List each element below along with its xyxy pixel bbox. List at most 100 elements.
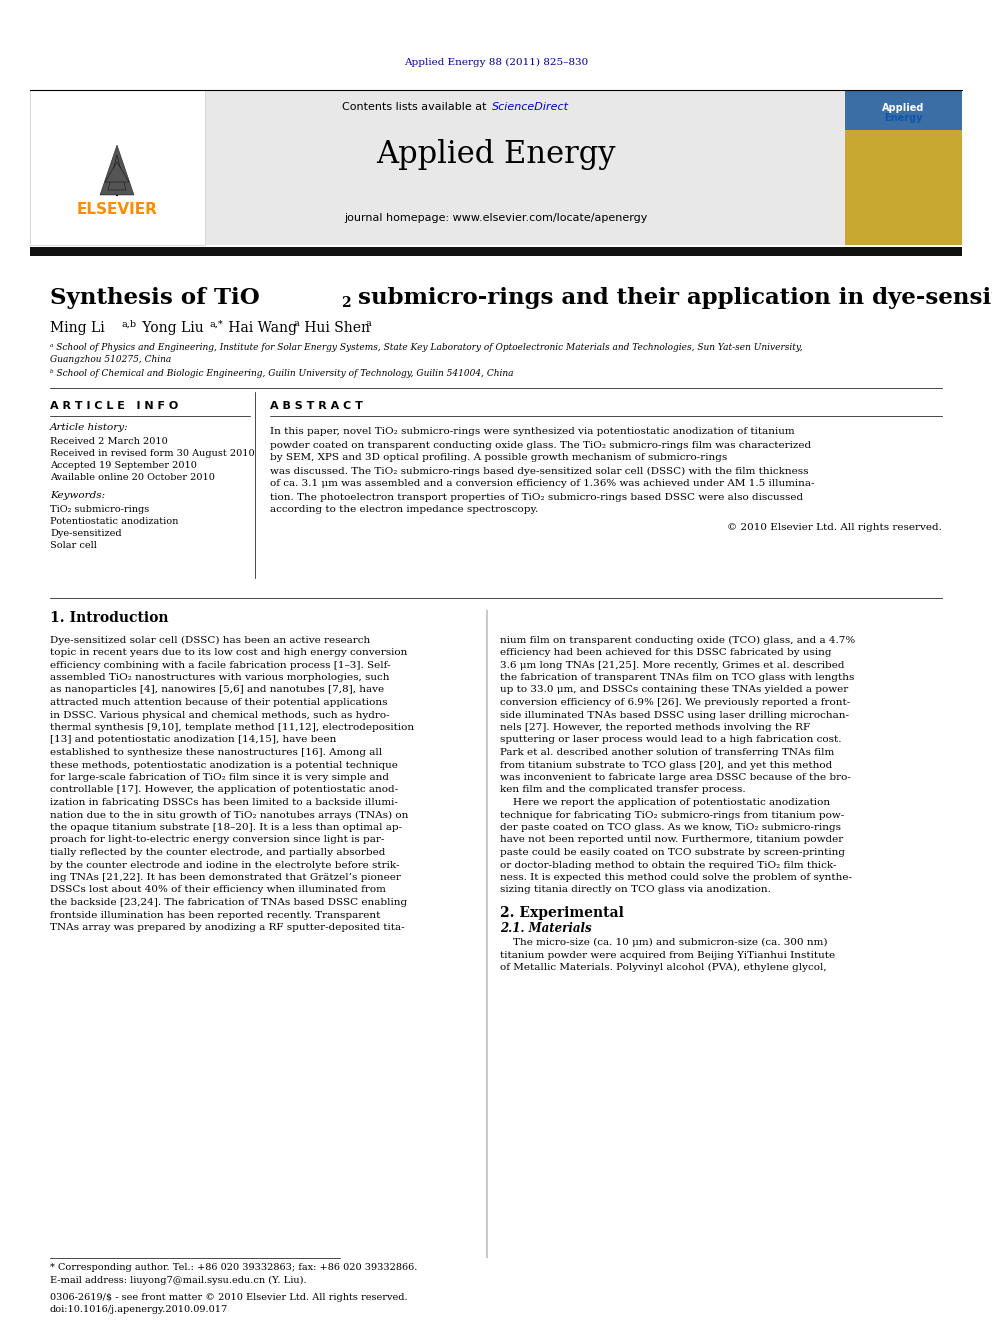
Text: doi:10.1016/j.apenergy.2010.09.017: doi:10.1016/j.apenergy.2010.09.017 (50, 1306, 228, 1315)
Text: [13] and potentiostatic anodization [14,15], have been: [13] and potentiostatic anodization [14,… (50, 736, 336, 745)
Text: the opaque titanium substrate [18–20]. It is a less than optimal ap-: the opaque titanium substrate [18–20]. I… (50, 823, 402, 832)
Text: a,b: a,b (122, 319, 137, 328)
Polygon shape (100, 146, 134, 194)
Text: 2: 2 (341, 296, 350, 310)
Text: from titanium substrate to TCO glass [20], and yet this method: from titanium substrate to TCO glass [20… (500, 761, 832, 770)
Text: Dye-sensitized solar cell (DSSC) has been an active research: Dye-sensitized solar cell (DSSC) has bee… (50, 635, 370, 644)
Text: In this paper, novel TiO₂ submicro-rings were synthesized via potentiostatic ano: In this paper, novel TiO₂ submicro-rings… (270, 427, 795, 437)
Text: ELSEVIER: ELSEVIER (76, 202, 158, 217)
FancyBboxPatch shape (845, 90, 962, 245)
Text: 2.1. Materials: 2.1. Materials (500, 922, 591, 935)
Text: Accepted 19 September 2010: Accepted 19 September 2010 (50, 460, 196, 470)
FancyBboxPatch shape (30, 90, 205, 245)
Text: paste could be easily coated on TCO substrate by screen-printing: paste could be easily coated on TCO subs… (500, 848, 845, 857)
Text: by the counter electrode and iodine in the electrolyte before strik-: by the counter electrode and iodine in t… (50, 860, 400, 869)
Text: Applied: Applied (882, 103, 925, 112)
Text: proach for light-to-electric energy conversion since light is par-: proach for light-to-electric energy conv… (50, 836, 384, 844)
Text: Applied Energy: Applied Energy (376, 139, 616, 171)
Text: frontside illumination has been reported recently. Transparent: frontside illumination has been reported… (50, 910, 380, 919)
Text: efficiency combining with a facile fabrication process [1–3]. Self-: efficiency combining with a facile fabri… (50, 660, 391, 669)
Text: Available online 20 October 2010: Available online 20 October 2010 (50, 472, 215, 482)
Text: Energy: Energy (884, 112, 923, 123)
Text: these methods, potentiostatic anodization is a potential technique: these methods, potentiostatic anodizatio… (50, 761, 398, 770)
Text: a,*: a,* (210, 319, 224, 328)
Text: Ming Li: Ming Li (50, 321, 109, 335)
Text: ᵇ School of Chemical and Biologic Engineering, Guilin University of Technology, : ᵇ School of Chemical and Biologic Engine… (50, 369, 514, 377)
Text: A R T I C L E   I N F O: A R T I C L E I N F O (50, 401, 179, 411)
Text: * Corresponding author. Tel.: +86 020 39332863; fax: +86 020 39332866.: * Corresponding author. Tel.: +86 020 39… (50, 1263, 418, 1273)
Text: ken film and the complicated transfer process.: ken film and the complicated transfer pr… (500, 786, 746, 795)
Text: © 2010 Elsevier Ltd. All rights reserved.: © 2010 Elsevier Ltd. All rights reserved… (727, 523, 942, 532)
Text: as nanoparticles [4], nanowires [5,6] and nanotubes [7,8], have: as nanoparticles [4], nanowires [5,6] an… (50, 685, 384, 695)
Text: TiO₂ submicro-rings: TiO₂ submicro-rings (50, 504, 149, 513)
Text: conversion efficiency of 6.9% [26]. We previously reported a front-: conversion efficiency of 6.9% [26]. We p… (500, 699, 850, 706)
Text: efficiency had been achieved for this DSSC fabricated by using: efficiency had been achieved for this DS… (500, 648, 831, 658)
Text: Yong Liu: Yong Liu (138, 321, 208, 335)
Text: was discussed. The TiO₂ submicro-rings based dye-sensitized solar cell (DSSC) wi: was discussed. The TiO₂ submicro-rings b… (270, 467, 808, 475)
Text: tion. The photoelectron transport properties of TiO₂ submicro-rings based DSSC w: tion. The photoelectron transport proper… (270, 492, 804, 501)
Text: Keywords:: Keywords: (50, 492, 105, 500)
FancyBboxPatch shape (30, 90, 962, 245)
Text: or doctor-blading method to obtain the required TiO₂ film thick-: or doctor-blading method to obtain the r… (500, 860, 836, 869)
Text: established to synthesize these nanostructures [16]. Among all: established to synthesize these nanostru… (50, 747, 382, 757)
Text: thermal synthesis [9,10], template method [11,12], electrodeposition: thermal synthesis [9,10], template metho… (50, 722, 414, 732)
Text: assembled TiO₂ nanostructures with various morphologies, such: assembled TiO₂ nanostructures with vario… (50, 673, 390, 681)
Text: have not been reported until now. Furthermore, titanium powder: have not been reported until now. Furthe… (500, 836, 843, 844)
Text: Contents lists available at: Contents lists available at (342, 102, 490, 112)
Text: was inconvenient to fabricate large area DSSC because of the bro-: was inconvenient to fabricate large area… (500, 773, 851, 782)
Text: The micro-size (ca. 10 μm) and submicron-size (ca. 300 nm): The micro-size (ca. 10 μm) and submicron… (500, 938, 827, 947)
Text: nation due to the in situ growth of TiO₂ nanotubes arrays (TNAs) on: nation due to the in situ growth of TiO₂… (50, 811, 409, 819)
Text: attracted much attention because of their potential applications: attracted much attention because of thei… (50, 699, 388, 706)
Text: 3.6 μm long TNAs [21,25]. More recently, Grimes et al. described: 3.6 μm long TNAs [21,25]. More recently,… (500, 660, 844, 669)
Text: technique for fabricating TiO₂ submicro-rings from titanium pow-: technique for fabricating TiO₂ submicro-… (500, 811, 844, 819)
Polygon shape (105, 161, 129, 183)
Text: in DSSC. Various physical and chemical methods, such as hydro-: in DSSC. Various physical and chemical m… (50, 710, 390, 720)
Text: 1. Introduction: 1. Introduction (50, 611, 169, 624)
Text: Article history:: Article history: (50, 423, 129, 433)
Text: ization in fabricating DSSCs has been limited to a backside illumi-: ization in fabricating DSSCs has been li… (50, 798, 398, 807)
Text: A B S T R A C T: A B S T R A C T (270, 401, 363, 411)
Text: Received 2 March 2010: Received 2 March 2010 (50, 437, 168, 446)
Text: according to the electron impedance spectroscopy.: according to the electron impedance spec… (270, 505, 539, 515)
Text: E-mail address: liuyong7@mail.sysu.edu.cn (Y. Liu).: E-mail address: liuyong7@mail.sysu.edu.c… (50, 1275, 307, 1285)
FancyBboxPatch shape (845, 90, 962, 130)
Text: Solar cell: Solar cell (50, 541, 97, 549)
Text: Here we report the application of potentiostatic anodization: Here we report the application of potent… (500, 798, 830, 807)
Text: Potentiostatic anodization: Potentiostatic anodization (50, 516, 179, 525)
Text: tially reflected by the counter electrode, and partially absorbed: tially reflected by the counter electrod… (50, 848, 385, 857)
Text: Received in revised form 30 August 2010: Received in revised form 30 August 2010 (50, 448, 255, 458)
Text: submicro-rings and their application in dye-sensitized solar cell: submicro-rings and their application in … (350, 287, 992, 310)
Text: Guangzhou 510275, China: Guangzhou 510275, China (50, 356, 172, 365)
Text: powder coated on transparent conducting oxide glass. The TiO₂ submicro-rings fil: powder coated on transparent conducting … (270, 441, 811, 450)
Text: Hui Shen: Hui Shen (300, 321, 370, 335)
Text: titanium powder were acquired from Beijing YiTianhui Institute: titanium powder were acquired from Beiji… (500, 950, 835, 959)
Text: a: a (294, 319, 300, 328)
Text: of Metallic Materials. Polyvinyl alcohol (PVA), ethylene glycol,: of Metallic Materials. Polyvinyl alcohol… (500, 963, 826, 972)
Text: TNAs array was prepared by anodizing a RF sputter-deposited tita-: TNAs array was prepared by anodizing a R… (50, 923, 405, 931)
Text: of ca. 3.1 μm was assembled and a conversion efficiency of 1.36% was achieved un: of ca. 3.1 μm was assembled and a conver… (270, 479, 814, 488)
Text: for large-scale fabrication of TiO₂ film since it is very simple and: for large-scale fabrication of TiO₂ film… (50, 773, 389, 782)
Text: Park et al. described another solution of transferring TNAs film: Park et al. described another solution o… (500, 747, 834, 757)
Text: DSSCs lost about 40% of their efficiency when illuminated from: DSSCs lost about 40% of their efficiency… (50, 885, 386, 894)
Text: nium film on transparent conducting oxide (TCO) glass, and a 4.7%: nium film on transparent conducting oxid… (500, 635, 855, 644)
Text: Hai Wang: Hai Wang (224, 321, 297, 335)
Text: der paste coated on TCO glass. As we know, TiO₂ submicro-rings: der paste coated on TCO glass. As we kno… (500, 823, 841, 832)
Text: a: a (365, 319, 371, 328)
Text: Applied Energy 88 (2011) 825–830: Applied Energy 88 (2011) 825–830 (404, 57, 588, 66)
Text: ness. It is expected this method could solve the problem of synthe-: ness. It is expected this method could s… (500, 873, 852, 882)
Text: side illuminated TNAs based DSSC using laser drilling microchan-: side illuminated TNAs based DSSC using l… (500, 710, 849, 720)
Text: topic in recent years due to its low cost and high energy conversion: topic in recent years due to its low cos… (50, 648, 408, 658)
Text: the backside [23,24]. The fabrication of TNAs based DSSC enabling: the backside [23,24]. The fabrication of… (50, 898, 407, 908)
FancyBboxPatch shape (30, 247, 962, 255)
Text: nels [27]. However, the reported methods involving the RF: nels [27]. However, the reported methods… (500, 722, 810, 732)
Text: sputtering or laser process would lead to a high fabrication cost.: sputtering or laser process would lead t… (500, 736, 841, 745)
Text: up to 33.0 μm, and DSSCs containing these TNAs yielded a power: up to 33.0 μm, and DSSCs containing thes… (500, 685, 848, 695)
Text: ing TNAs [21,22]. It has been demonstrated that Grätzel’s pioneer: ing TNAs [21,22]. It has been demonstrat… (50, 873, 401, 882)
Text: the fabrication of transparent TNAs film on TCO glass with lengths: the fabrication of transparent TNAs film… (500, 673, 854, 681)
Polygon shape (108, 155, 126, 191)
Text: ScienceDirect: ScienceDirect (492, 102, 569, 112)
Text: sizing titania directly on TCO glass via anodization.: sizing titania directly on TCO glass via… (500, 885, 771, 894)
Text: journal homepage: www.elsevier.com/locate/apenergy: journal homepage: www.elsevier.com/locat… (344, 213, 648, 224)
Text: by SEM, XPS and 3D optical profiling. A possible growth mechanism of submicro-ri: by SEM, XPS and 3D optical profiling. A … (270, 454, 727, 463)
Text: 0306-2619/$ - see front matter © 2010 Elsevier Ltd. All rights reserved.: 0306-2619/$ - see front matter © 2010 El… (50, 1294, 408, 1303)
